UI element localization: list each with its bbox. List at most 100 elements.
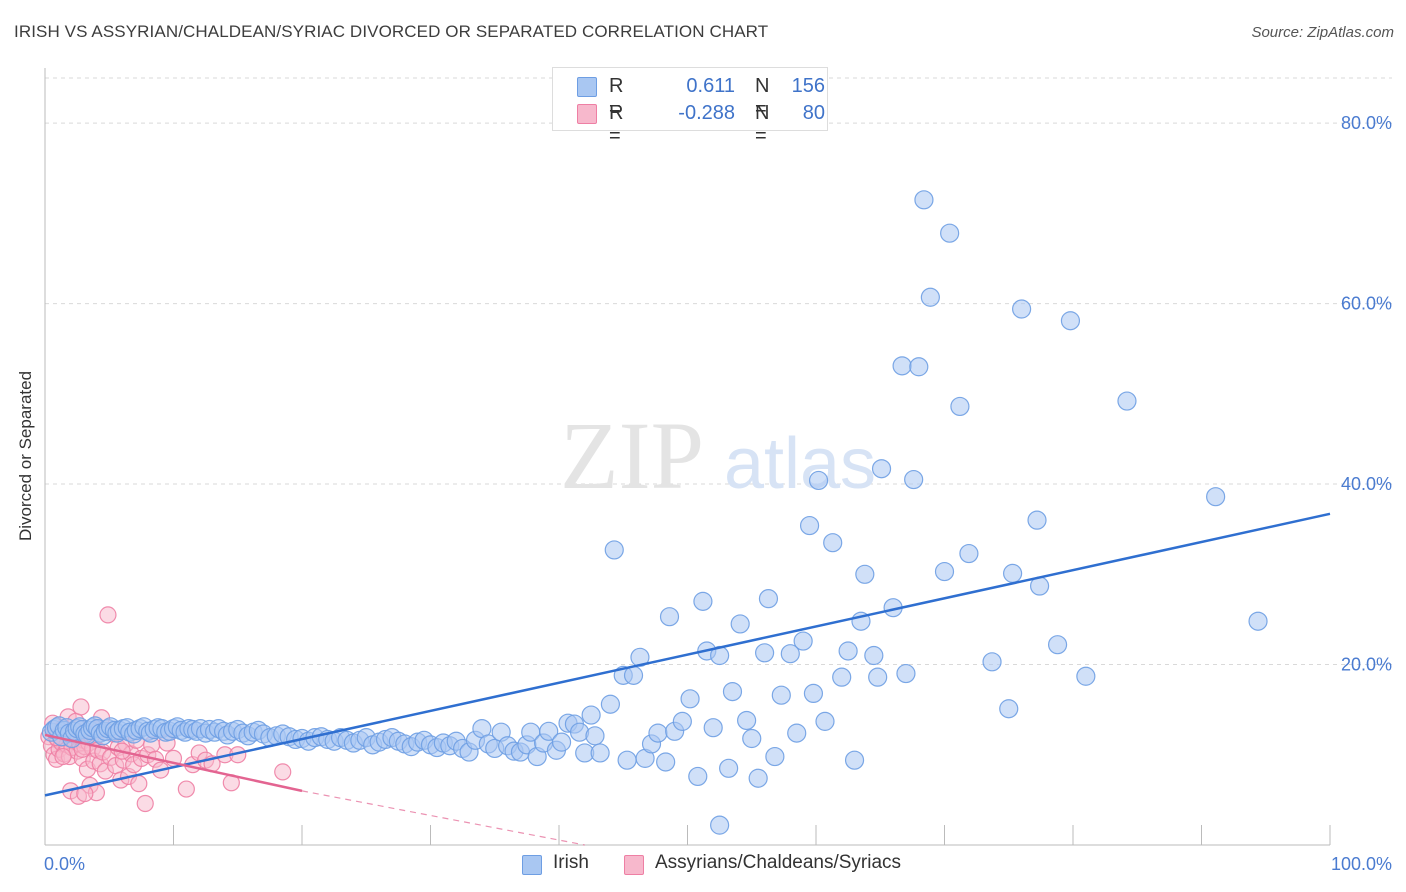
grid-layer <box>44 68 1392 846</box>
irish-point <box>950 396 970 417</box>
irish-point <box>630 647 650 667</box>
legend-r-label: R = <box>609 102 624 147</box>
irish-point <box>780 644 800 664</box>
stats-legend: R = 0.611 N = 156 R = -0.288 N = 80 <box>552 67 828 147</box>
irish-point <box>803 683 824 704</box>
irish-point <box>1060 311 1081 331</box>
irish-point <box>999 699 1019 719</box>
irish-trendline <box>44 512 1331 797</box>
irish-point <box>754 643 775 663</box>
irish-point <box>896 663 916 684</box>
irish-point <box>871 459 892 479</box>
irish-point <box>868 667 888 687</box>
irish-point <box>787 723 807 743</box>
legend-n-value: 80 <box>802 102 825 124</box>
irish-point <box>656 752 676 772</box>
irish-point <box>617 750 637 770</box>
irish-point <box>823 533 843 553</box>
irish-point <box>940 223 960 243</box>
watermark-atlas: atlas <box>724 424 876 504</box>
legend-n-label: N = <box>755 102 770 147</box>
irish-point <box>1027 510 1047 530</box>
assyrian-point <box>54 747 72 766</box>
assyrian-point <box>99 606 117 624</box>
irish-point <box>1047 635 1068 655</box>
irish-point <box>722 681 743 702</box>
assyrian-trendline-extension <box>301 790 585 846</box>
irish-point <box>1117 391 1137 411</box>
legend-r-value: 0.611 <box>686 75 735 97</box>
irish-point <box>1206 487 1226 507</box>
irish-point <box>737 710 757 731</box>
irish-point <box>585 726 605 746</box>
irish-point <box>808 470 829 491</box>
irish-point <box>551 732 572 752</box>
irish-point <box>680 689 700 709</box>
x-tick-label: 100.0% <box>1331 854 1392 874</box>
irish-point <box>982 652 1002 672</box>
irish-point <box>688 766 708 787</box>
assyrian-point <box>72 698 90 716</box>
assyrian-swatch-icon <box>577 104 597 124</box>
irish-point <box>590 743 610 763</box>
tick-layer: 20.0% 40.0% 60.0% 80.0% 0.0% 100.0% <box>44 113 1392 874</box>
irish-point <box>719 758 739 778</box>
legend-n-label: N = <box>755 75 770 120</box>
assyrian-point <box>136 794 154 813</box>
trend-layer <box>44 512 1331 846</box>
watermark-zip: ZIP <box>560 402 704 509</box>
points-layer <box>40 190 1268 835</box>
irish-point <box>771 685 791 705</box>
irish-point <box>1011 299 1032 319</box>
assyrian-point <box>274 763 292 781</box>
irish-point <box>710 815 730 835</box>
irish-point <box>838 641 858 661</box>
irish-point <box>765 746 785 767</box>
irish-point <box>1248 611 1268 631</box>
irish-point <box>832 667 852 687</box>
irish-point <box>659 607 680 627</box>
irish-point <box>693 591 713 611</box>
x-tick-label: 0.0% <box>44 854 85 874</box>
irish-point <box>855 564 875 584</box>
irish-point <box>672 711 692 731</box>
irish-point <box>793 631 813 651</box>
bottom-legend-assyrian-label: Assyrians/Chaldeans/Syriacs <box>655 852 902 873</box>
irish-swatch-icon <box>522 855 542 875</box>
irish-point <box>934 561 955 582</box>
irish-swatch-icon <box>577 77 597 97</box>
irish-point <box>799 515 820 536</box>
assyrian-swatch-icon <box>624 855 644 875</box>
y-tick-label: 40.0% <box>1341 474 1392 494</box>
legend-r-value: -0.288 <box>678 102 735 124</box>
irish-point <box>959 543 979 564</box>
irish-point <box>920 287 940 307</box>
irish-point <box>914 190 934 210</box>
chart-title: IRISH VS ASSYRIAN/CHALDEAN/SYRIAC DIVORC… <box>14 22 769 41</box>
irish-point <box>892 356 912 376</box>
irish-point <box>1076 666 1096 686</box>
irish-point <box>648 723 668 743</box>
irish-point <box>1003 563 1023 583</box>
bottom-legend-irish-label: Irish <box>553 852 589 873</box>
irish-point <box>703 718 723 738</box>
irish-point <box>844 750 865 770</box>
irish-point <box>600 694 621 714</box>
irish-point <box>748 768 768 788</box>
y-tick-label: 80.0% <box>1341 113 1392 133</box>
irish-point <box>730 614 750 634</box>
irish-point <box>904 469 924 490</box>
legend-r-label: R = <box>609 75 624 120</box>
source-label: Source: ZipAtlas.com <box>1251 24 1394 41</box>
assyrian-point <box>177 780 195 798</box>
assyrian-point <box>130 775 148 793</box>
irish-point <box>604 540 624 560</box>
y-tick-label: 20.0% <box>1341 655 1392 675</box>
legend-n-value: 156 <box>791 75 825 97</box>
y-tick-label: 60.0% <box>1341 294 1392 314</box>
irish-point <box>909 357 929 377</box>
assyrian-trendline <box>44 733 303 793</box>
irish-point <box>742 728 762 749</box>
irish-point <box>539 721 559 741</box>
